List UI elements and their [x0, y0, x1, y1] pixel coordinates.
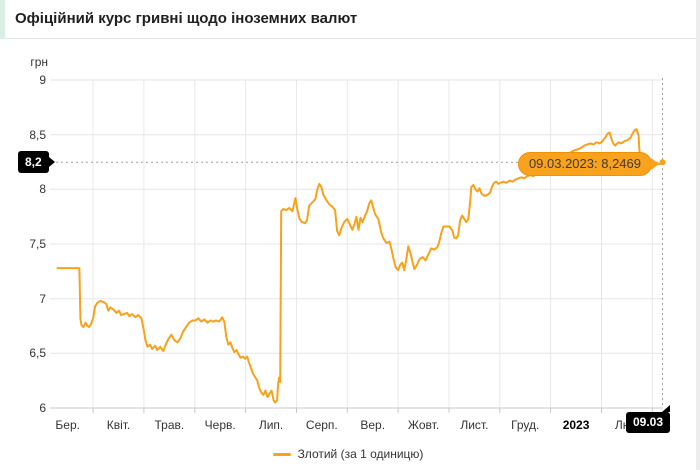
y-tick-label: 6,5 [29, 346, 46, 361]
x-tick-label: Серп. [305, 418, 338, 432]
current-rate-badge: 8,2 [18, 151, 55, 173]
page-title: Офіційний курс гривні щодо іноземних вал… [15, 10, 358, 27]
y-tick-label: 9 [39, 73, 46, 87]
y-tick-label: 7 [39, 291, 46, 306]
current-date-badge: 09.03 [626, 405, 671, 433]
y-tick-label: 6 [39, 401, 46, 415]
vertical-gridlines [92, 80, 653, 413]
y-tick-label: 7,5 [29, 237, 46, 251]
x-tick-label: Груд. [511, 418, 540, 432]
x-tick-label: Трав. [154, 418, 185, 432]
last-point-marker [659, 159, 666, 166]
right-edge-strip [696, 0, 700, 470]
x-tick-label: Лист. [460, 418, 489, 432]
y-tick-label: 8,5 [29, 127, 46, 142]
x-tick-label: Бер. [55, 418, 80, 432]
legend-label: Злотий (за 1 одиницю) [297, 447, 424, 461]
x-tick-label: Лип. [258, 418, 284, 432]
x-tick-label: 2023 [562, 418, 590, 432]
tooltip-pointer-right-icon [651, 158, 659, 170]
current-date-badge-label: 09.03 [633, 415, 664, 429]
badge-pointer-up-icon [662, 405, 671, 412]
x-tick-label: Вер. [360, 418, 386, 432]
current-rate-badge-label: 8,2 [25, 155, 42, 169]
chart-tooltip: 09.03.2023: 8,2469 [517, 152, 659, 176]
badge-pointer-right-icon [48, 157, 55, 167]
x-tick-label: Квіт. [106, 418, 131, 432]
legend-line-marker-icon [272, 452, 291, 456]
accent-strip [0, 0, 5, 39]
chart-tooltip-text: 09.03.2023: 8,2469 [528, 156, 641, 171]
legend-item-zloty[interactable]: Злотий (за 1 одиницю) [0, 444, 696, 464]
y-axis-unit-label: грн [30, 55, 48, 69]
x-tick-label: Жовт. [407, 418, 440, 432]
y-tick-label: 8 [39, 182, 46, 197]
x-tick-label: Черв. [204, 418, 236, 432]
card-header: Офіційний курс гривні щодо іноземних вал… [0, 0, 696, 39]
horizontal-gridlines [50, 79, 663, 409]
